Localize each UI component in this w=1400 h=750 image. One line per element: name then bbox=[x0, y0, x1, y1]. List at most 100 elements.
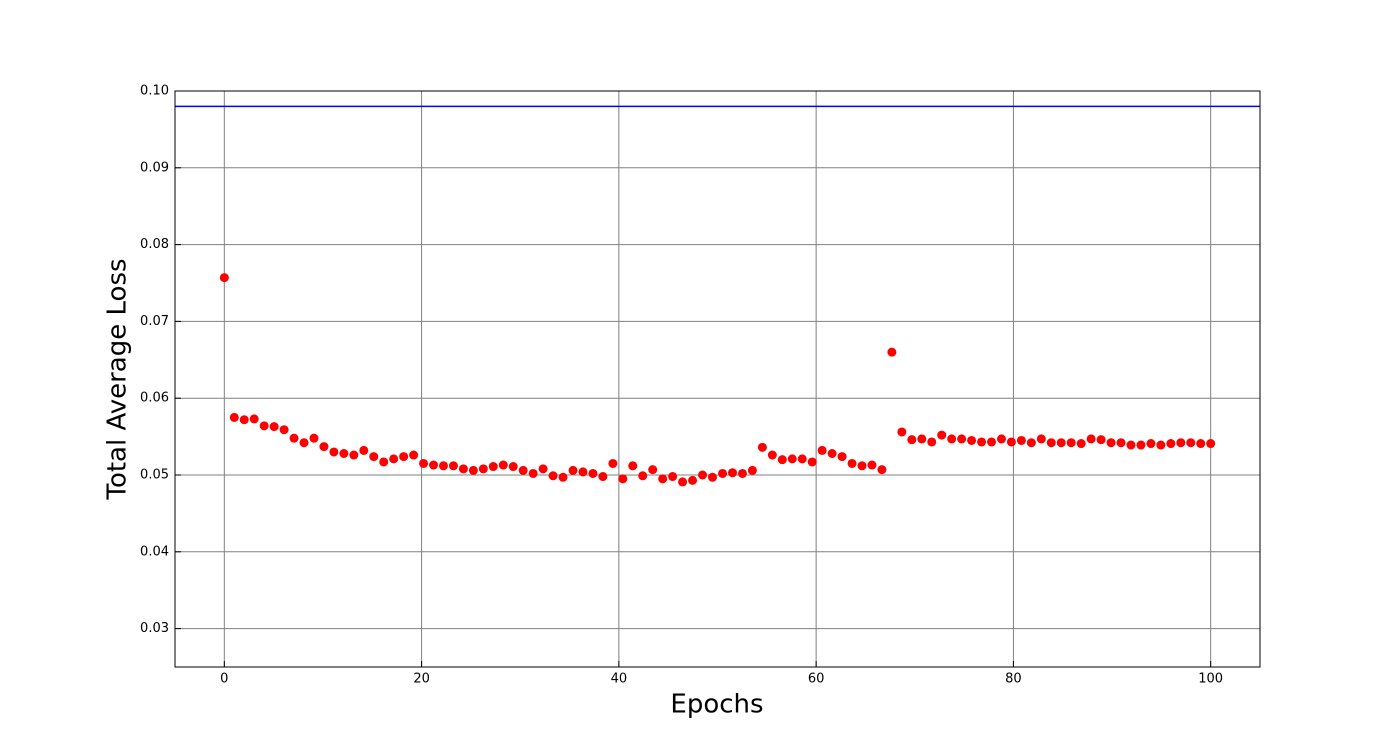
point bbox=[688, 475, 698, 485]
x-tick-label: 0 bbox=[220, 672, 228, 687]
point bbox=[438, 461, 448, 471]
point bbox=[389, 454, 399, 464]
point bbox=[937, 430, 947, 440]
y-tick-label: 0.10 bbox=[140, 84, 169, 99]
point bbox=[1036, 434, 1046, 444]
point bbox=[638, 471, 648, 481]
point bbox=[468, 465, 478, 475]
point bbox=[727, 468, 737, 478]
point bbox=[478, 464, 488, 474]
point bbox=[458, 464, 468, 474]
point bbox=[777, 455, 787, 465]
point bbox=[419, 458, 429, 468]
point bbox=[1106, 438, 1116, 448]
point bbox=[897, 427, 907, 437]
point bbox=[757, 442, 767, 452]
point bbox=[1146, 439, 1156, 449]
point bbox=[229, 412, 239, 422]
point bbox=[429, 460, 439, 470]
point bbox=[448, 461, 458, 471]
point bbox=[399, 452, 409, 462]
point bbox=[359, 445, 369, 455]
point bbox=[289, 433, 299, 443]
point bbox=[578, 467, 588, 477]
point bbox=[508, 462, 518, 472]
point bbox=[1166, 439, 1176, 449]
point bbox=[907, 435, 917, 445]
point bbox=[538, 464, 548, 474]
point bbox=[598, 472, 608, 482]
point bbox=[369, 452, 379, 462]
point bbox=[867, 460, 877, 470]
point bbox=[1066, 438, 1076, 448]
x-tick-label: 100 bbox=[1198, 672, 1223, 687]
y-tick-label: 0.07 bbox=[140, 314, 169, 329]
x-tick-label: 80 bbox=[1005, 672, 1022, 687]
point bbox=[787, 454, 797, 464]
point bbox=[917, 434, 927, 444]
y-tick-label: 0.05 bbox=[140, 468, 169, 483]
point bbox=[837, 452, 847, 462]
point bbox=[857, 461, 867, 471]
point bbox=[1076, 439, 1086, 449]
point bbox=[767, 450, 777, 460]
point bbox=[299, 438, 309, 448]
point bbox=[239, 415, 249, 425]
point bbox=[658, 474, 668, 484]
point bbox=[548, 471, 558, 481]
point bbox=[608, 458, 618, 468]
point bbox=[1156, 440, 1166, 450]
point bbox=[329, 447, 339, 457]
point bbox=[1056, 438, 1066, 448]
point bbox=[967, 435, 977, 445]
point bbox=[1006, 437, 1016, 447]
y-axis-label: Total Average Loss bbox=[103, 258, 133, 500]
point bbox=[219, 273, 229, 283]
point bbox=[887, 347, 897, 357]
point bbox=[498, 460, 508, 470]
point bbox=[409, 450, 419, 460]
x-tick-label: 60 bbox=[808, 672, 825, 687]
point bbox=[1176, 438, 1186, 448]
point bbox=[817, 445, 827, 455]
point bbox=[1096, 435, 1106, 445]
point bbox=[1206, 439, 1216, 449]
point bbox=[249, 414, 259, 424]
point bbox=[807, 457, 817, 467]
point bbox=[488, 462, 498, 472]
point bbox=[927, 437, 937, 447]
point bbox=[309, 433, 319, 443]
point bbox=[588, 468, 598, 478]
point bbox=[737, 468, 747, 478]
point bbox=[279, 425, 289, 435]
point bbox=[558, 472, 568, 482]
point bbox=[1196, 439, 1206, 449]
point bbox=[1086, 434, 1096, 444]
point bbox=[269, 422, 279, 432]
point bbox=[698, 470, 708, 480]
point bbox=[1186, 438, 1196, 448]
y-tick-label: 0.04 bbox=[140, 544, 169, 559]
point bbox=[628, 461, 638, 471]
x-axis-label: Epochs bbox=[670, 690, 763, 720]
x-tick-label: 40 bbox=[611, 672, 628, 687]
plot-frame bbox=[174, 90, 1261, 668]
point bbox=[797, 454, 807, 464]
point bbox=[668, 472, 678, 482]
point bbox=[987, 437, 997, 447]
point bbox=[718, 468, 728, 478]
point bbox=[747, 465, 757, 475]
y-tick-label: 0.09 bbox=[140, 160, 169, 175]
point bbox=[1026, 438, 1036, 448]
point bbox=[349, 450, 359, 460]
point bbox=[518, 465, 528, 475]
point bbox=[947, 434, 957, 444]
point bbox=[678, 477, 688, 487]
y-tick-label: 0.06 bbox=[140, 391, 169, 406]
point bbox=[259, 421, 269, 431]
point bbox=[379, 457, 389, 467]
point bbox=[996, 434, 1006, 444]
point bbox=[1116, 438, 1126, 448]
point bbox=[977, 437, 987, 447]
